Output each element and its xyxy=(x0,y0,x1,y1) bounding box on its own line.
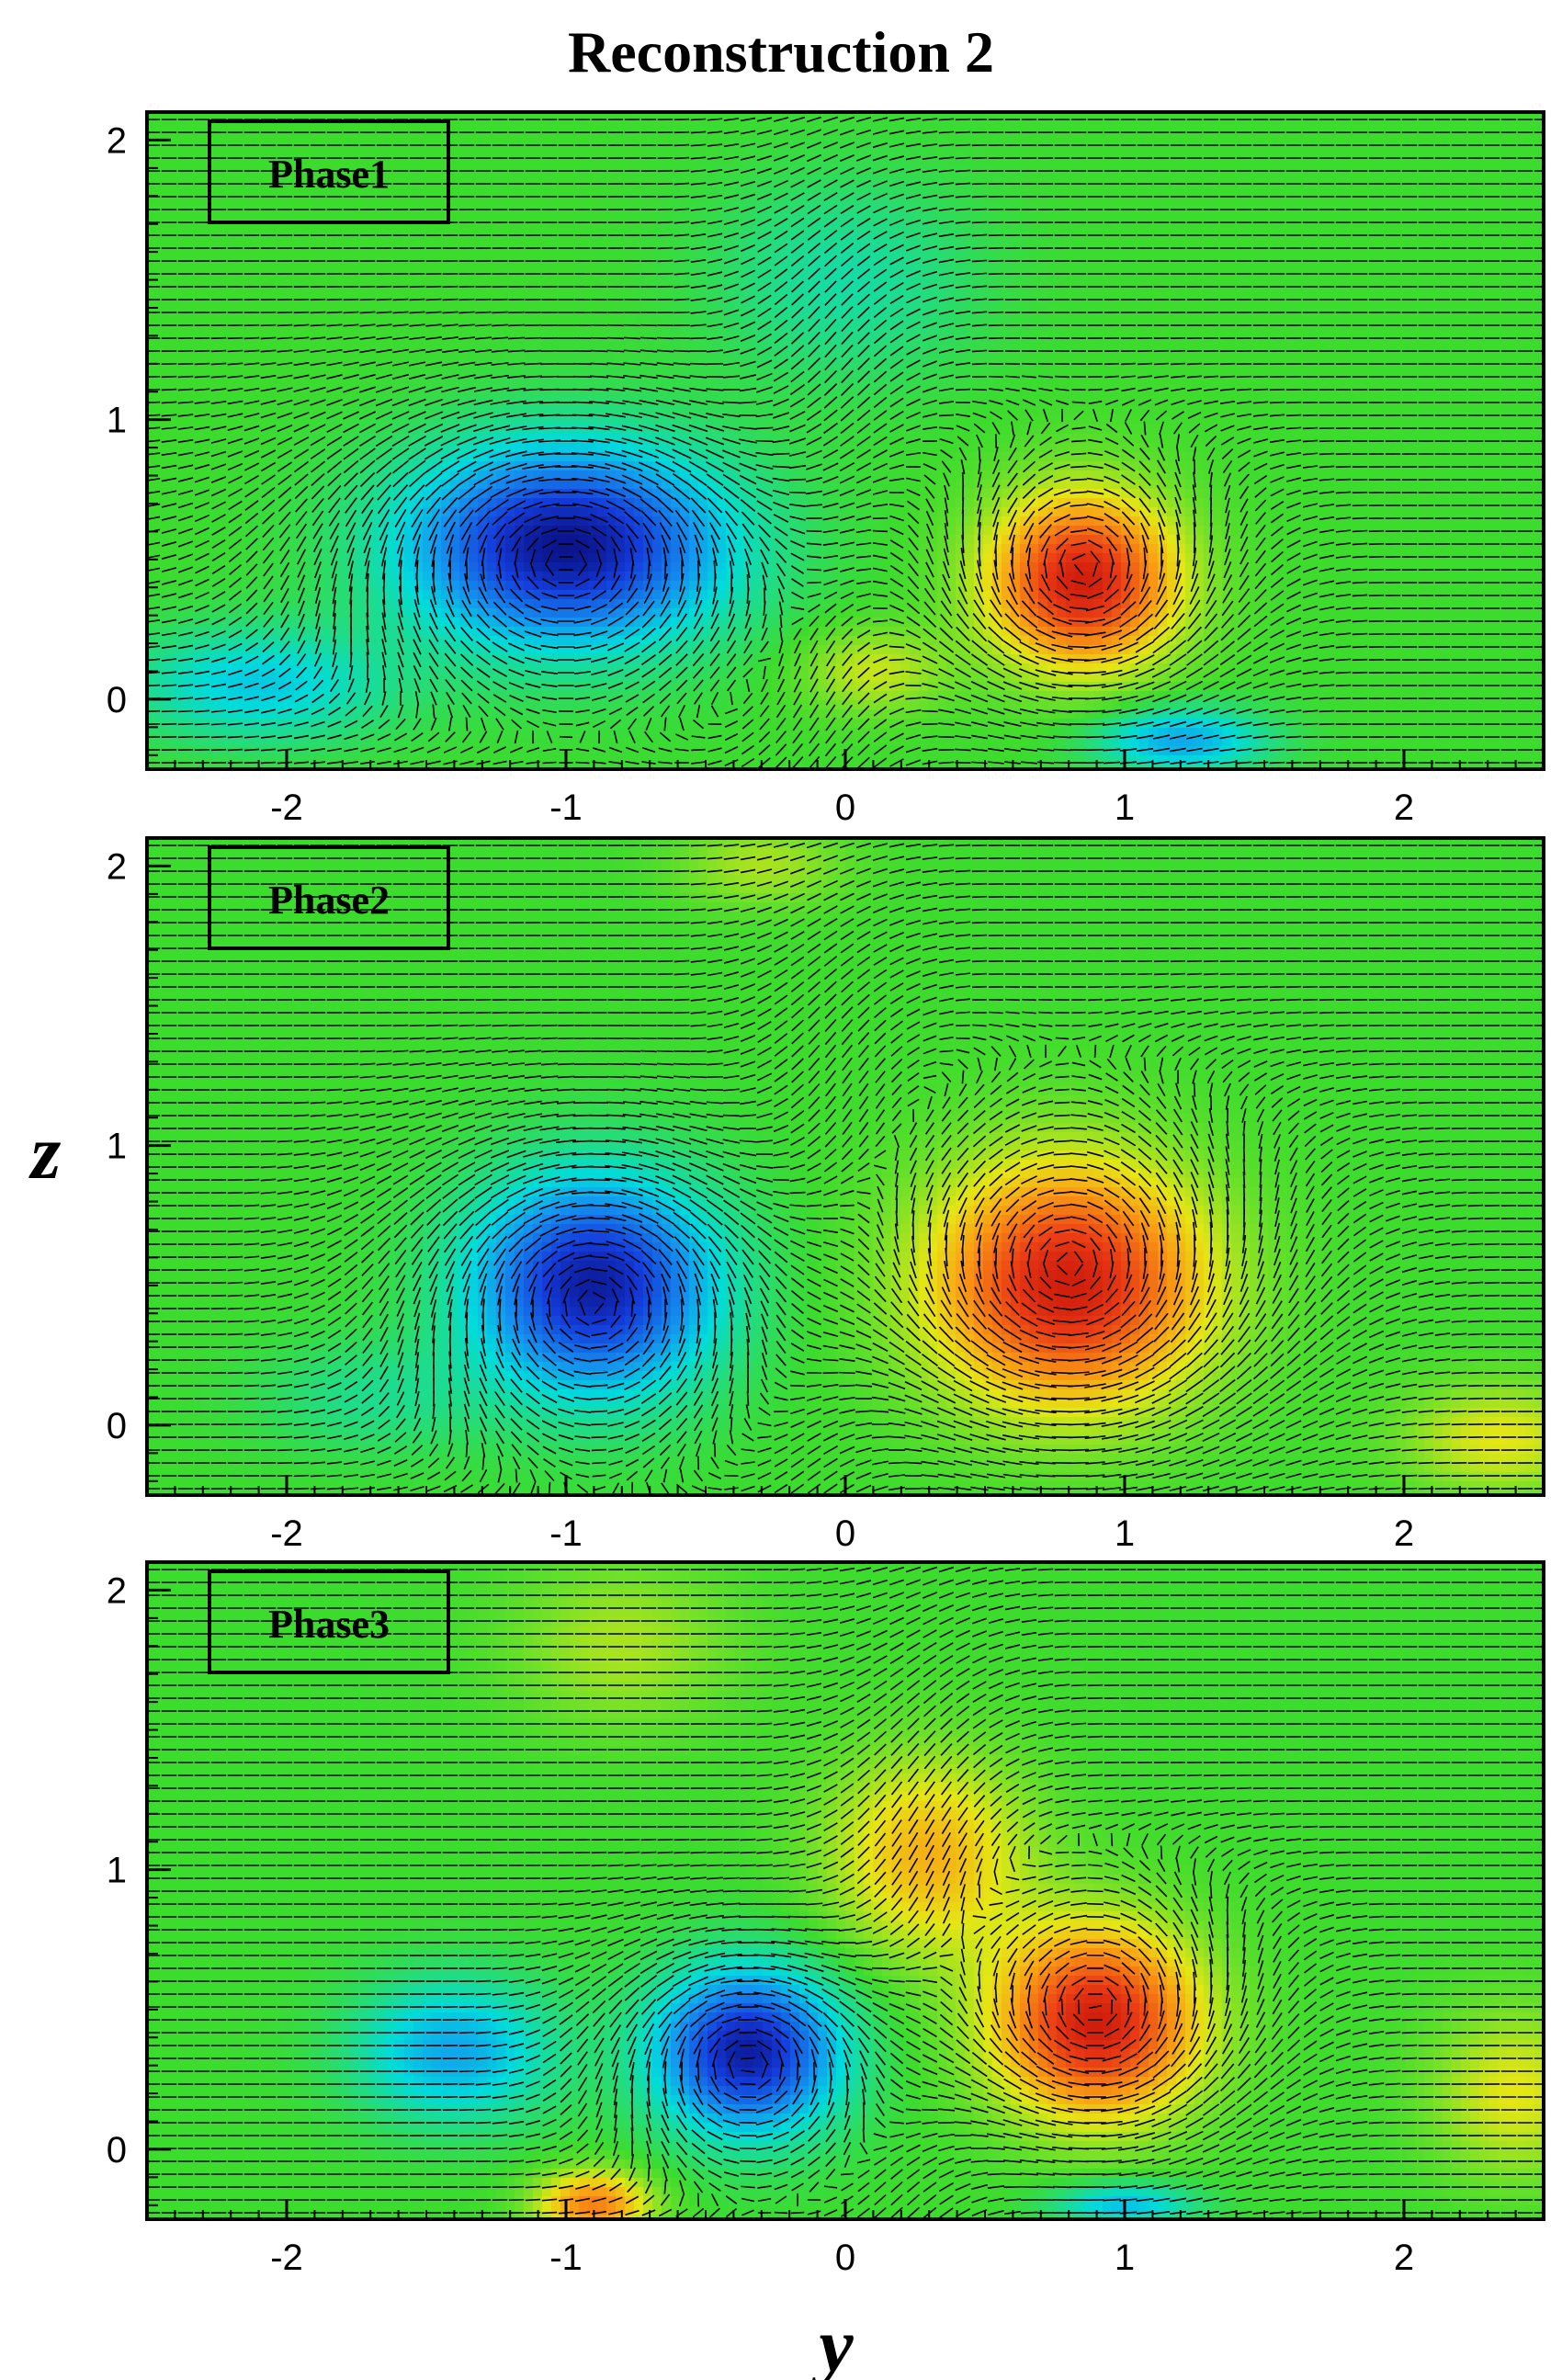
phase-label-box xyxy=(208,119,450,224)
panel-3: -2 -1 0 1 2 0 1 2 Phase3 xyxy=(107,1560,1545,2278)
phase-label: Phase2 xyxy=(268,878,390,923)
y-tick-label: 1 xyxy=(107,1127,127,1167)
panel-1: -2 -1 0 1 2 0 1 2 Phase1 xyxy=(107,110,1545,828)
y-tick-label: 0 xyxy=(107,2130,127,2170)
x-tick-label: 2 xyxy=(1394,788,1414,828)
y-axis-label: z xyxy=(28,1110,62,1196)
y-tick-label: 0 xyxy=(107,680,127,720)
x-tick-label: 0 xyxy=(835,1513,855,1554)
phase-label-box xyxy=(208,1570,450,1674)
x-tick-label: 1 xyxy=(1115,788,1135,828)
phase-label: Phase3 xyxy=(268,1602,390,1647)
y-tick-label: 1 xyxy=(107,401,127,441)
panels: -2 -1 0 1 2 0 1 2 Phase1 -2 -1 0 1 2 0 1 2 Phase2 -2 -1 0 1 2 0… xyxy=(107,110,1545,2278)
phase-label: Phase1 xyxy=(268,152,390,197)
x-tick-label: 1 xyxy=(1115,1513,1135,1554)
x-tick-label: -1 xyxy=(549,788,583,828)
panel-2: -2 -1 0 1 2 0 1 2 Phase2 xyxy=(107,836,1545,1554)
x-tick-label: 1 xyxy=(1115,2238,1135,2278)
figure-title: Reconstruction 2 xyxy=(568,19,994,85)
x-tick-label: -2 xyxy=(270,1513,303,1554)
y-tick-label: 2 xyxy=(107,120,127,161)
y-tick-label: 2 xyxy=(107,846,127,887)
x-tick-label: -2 xyxy=(270,788,303,828)
y-tick-label: 1 xyxy=(107,1851,127,1891)
y-tick-label: 2 xyxy=(107,1570,127,1611)
x-tick-label: 0 xyxy=(835,2238,855,2278)
phase-label-box xyxy=(208,845,450,950)
vector-field xyxy=(147,116,1544,769)
x-tick-label: 2 xyxy=(1394,1513,1414,1554)
y-tick-label: 0 xyxy=(107,1406,127,1446)
x-tick-label: -2 xyxy=(270,2238,303,2278)
x-tick-label: 0 xyxy=(835,788,855,828)
x-tick-label: -1 xyxy=(549,2238,583,2278)
x-axis-label: y xyxy=(810,2303,854,2380)
x-tick-label: -1 xyxy=(549,1513,583,1554)
vector-field xyxy=(147,1566,1544,2219)
x-tick-label: 2 xyxy=(1394,2238,1414,2278)
vector-field xyxy=(147,842,1544,1495)
